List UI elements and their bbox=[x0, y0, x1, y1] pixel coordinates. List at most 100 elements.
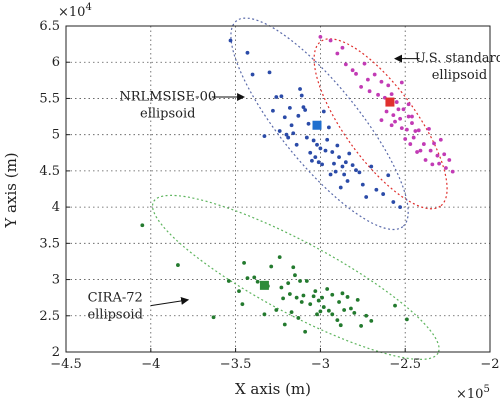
annotation-arrow bbox=[150, 296, 190, 307]
data-point bbox=[323, 148, 328, 153]
data-point bbox=[406, 102, 411, 107]
data-point bbox=[291, 131, 296, 136]
data-point bbox=[350, 68, 355, 73]
x-tick-label: −3.5 bbox=[220, 357, 252, 372]
data-point bbox=[279, 285, 284, 290]
data-point bbox=[404, 317, 409, 322]
data-point bbox=[326, 125, 331, 130]
data-point bbox=[442, 152, 447, 157]
data-point bbox=[304, 279, 309, 283]
y-tick-label: 2.5 bbox=[39, 309, 60, 324]
data-point bbox=[428, 148, 433, 153]
annotation-label-2: CIRA-72 ellipsoid bbox=[87, 290, 142, 322]
data-point bbox=[337, 300, 341, 304]
data-point bbox=[301, 293, 306, 298]
data-point bbox=[311, 138, 316, 143]
data-point bbox=[427, 126, 431, 131]
data-point bbox=[326, 308, 331, 313]
data-point bbox=[252, 275, 257, 280]
data-point bbox=[313, 155, 318, 160]
data-point bbox=[315, 312, 319, 317]
data-point bbox=[352, 310, 357, 315]
data-point bbox=[294, 142, 299, 147]
data-point bbox=[403, 137, 408, 141]
data-point bbox=[299, 300, 304, 304]
data-point bbox=[421, 142, 426, 146]
data-point bbox=[335, 51, 340, 56]
data-point bbox=[269, 264, 274, 269]
data-point bbox=[281, 296, 285, 301]
data-point bbox=[365, 77, 370, 82]
data-point bbox=[399, 80, 404, 85]
data-point bbox=[340, 45, 345, 50]
data-point bbox=[376, 92, 380, 97]
data-point bbox=[321, 109, 326, 114]
data-point bbox=[384, 109, 389, 114]
data-point bbox=[293, 273, 297, 278]
data-point bbox=[391, 113, 396, 118]
data-point bbox=[350, 163, 355, 167]
data-point bbox=[347, 151, 352, 156]
data-point bbox=[357, 170, 362, 175]
data-point bbox=[345, 179, 350, 183]
data-point bbox=[379, 79, 384, 84]
data-point bbox=[226, 279, 231, 283]
data-point bbox=[315, 142, 319, 147]
data-point bbox=[330, 292, 335, 297]
y-tick-label: 3.5 bbox=[39, 236, 60, 251]
data-point bbox=[316, 160, 321, 165]
data-point bbox=[286, 281, 291, 286]
data-point bbox=[367, 89, 372, 94]
data-point bbox=[349, 306, 353, 311]
data-point bbox=[274, 308, 279, 312]
x-tick-label: −4 bbox=[141, 357, 160, 372]
data-point bbox=[386, 173, 391, 178]
data-point bbox=[413, 129, 418, 133]
data-point bbox=[335, 143, 340, 148]
y-tick-label: 3 bbox=[52, 273, 60, 288]
data-point bbox=[318, 146, 323, 151]
data-point bbox=[301, 105, 306, 110]
data-point bbox=[398, 116, 403, 121]
data-point bbox=[250, 72, 255, 77]
data-point bbox=[408, 142, 413, 146]
data-point bbox=[310, 158, 314, 163]
data-point bbox=[416, 128, 421, 133]
data-point bbox=[325, 137, 330, 142]
data-point bbox=[279, 94, 284, 99]
data-point bbox=[140, 223, 145, 228]
data-point bbox=[399, 126, 404, 131]
data-point bbox=[418, 148, 423, 153]
data-point bbox=[430, 162, 435, 167]
data-point bbox=[437, 161, 442, 166]
data-point bbox=[354, 168, 358, 173]
data-point bbox=[299, 93, 304, 98]
data-point bbox=[364, 313, 369, 318]
x-tick-label: −4.5 bbox=[50, 357, 82, 372]
data-point bbox=[343, 62, 348, 67]
confidence-ellipse-2 bbox=[151, 194, 440, 360]
y-tick-label: 6 bbox=[52, 55, 60, 70]
data-point bbox=[325, 287, 330, 291]
data-point bbox=[328, 172, 333, 177]
data-point bbox=[406, 114, 411, 119]
data-point bbox=[415, 150, 419, 154]
y-tick-label: 5 bbox=[52, 128, 60, 143]
data-point bbox=[447, 158, 452, 162]
plot-frame bbox=[65, 25, 491, 353]
data-point bbox=[338, 323, 343, 328]
data-point bbox=[316, 298, 321, 303]
data-point bbox=[386, 83, 391, 88]
data-point bbox=[289, 310, 294, 315]
data-point bbox=[410, 121, 414, 125]
data-point bbox=[284, 132, 289, 137]
data-point bbox=[271, 108, 275, 113]
data-point bbox=[320, 162, 324, 167]
x-axis-multiplier: ×105 bbox=[456, 384, 490, 402]
data-point bbox=[359, 84, 364, 89]
ellipse-center-marker bbox=[312, 120, 322, 130]
data-point bbox=[364, 195, 369, 199]
data-point bbox=[393, 303, 397, 308]
data-point bbox=[337, 155, 341, 160]
data-point bbox=[438, 137, 443, 142]
